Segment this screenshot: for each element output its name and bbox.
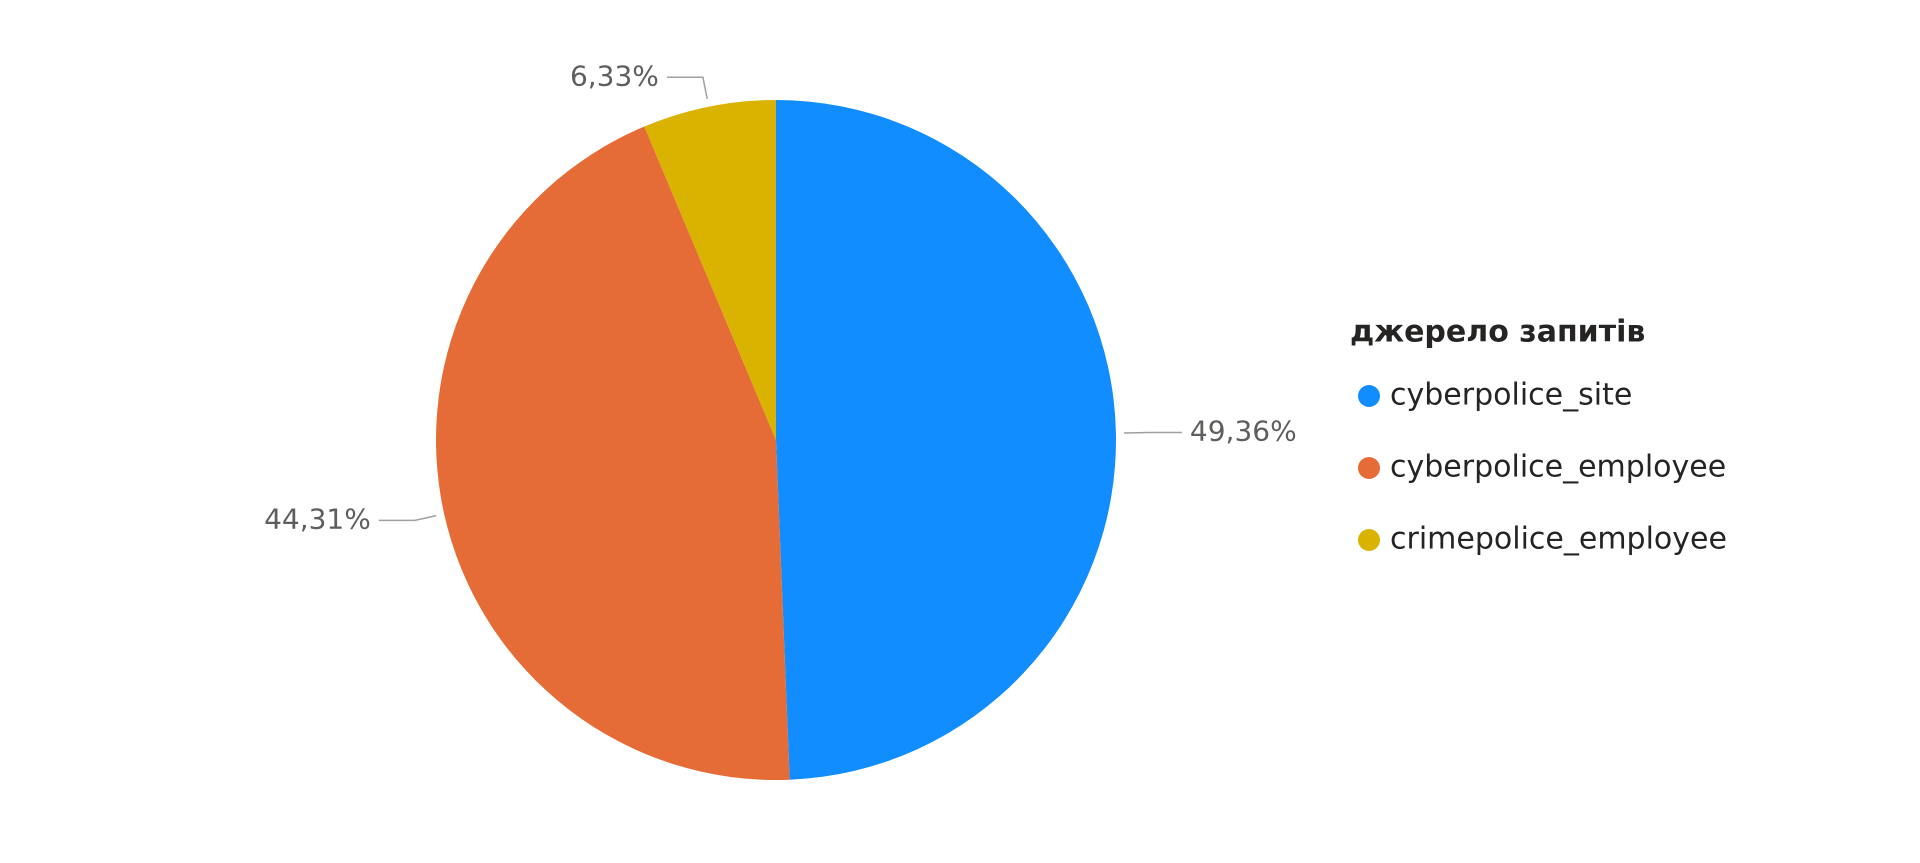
leader-line xyxy=(666,76,708,100)
pie-slice xyxy=(435,126,790,781)
pie-slice xyxy=(776,100,1117,780)
leader-line xyxy=(378,514,437,522)
legend-label: cyberpolice_site xyxy=(1390,378,1632,413)
pie-slice xyxy=(644,100,776,440)
legend-marker xyxy=(1358,385,1380,407)
data-label: 44,31% xyxy=(264,502,371,535)
legend-marker xyxy=(1358,529,1380,551)
legend-label: cyberpolice_employee xyxy=(1390,450,1726,485)
legend-label: crimepolice_employee xyxy=(1390,522,1727,557)
data-label: 49,36% xyxy=(1190,415,1297,448)
data-label: 6,33% xyxy=(570,59,659,92)
legend-title: джерело запитів xyxy=(1350,315,1645,350)
legend-marker xyxy=(1358,457,1380,479)
